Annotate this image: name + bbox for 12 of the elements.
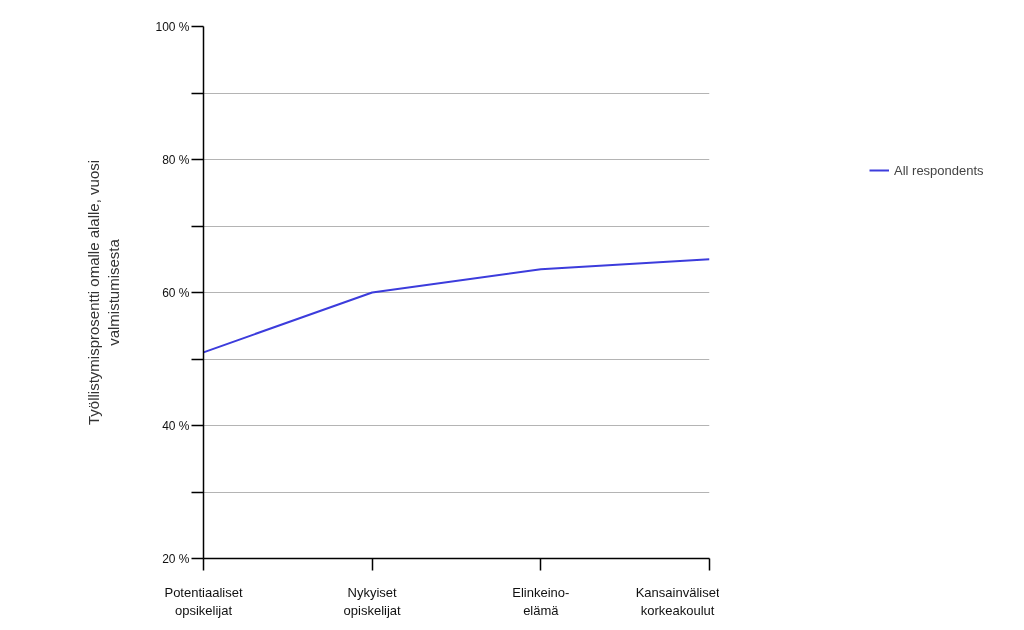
y-tick-label: 40 % — [162, 418, 190, 433]
line-series — [203, 258, 710, 354]
legend-label: All respondents — [894, 162, 984, 178]
y-tick-label: 60 % — [162, 285, 190, 300]
x-tick-label: Kansainväliset korkeakoulut — [635, 584, 720, 618]
x-tick-label: Nykyiset opiskelijat — [343, 584, 402, 618]
y-axis-title: Työllistymisprosentti omalle alalle, vuosi valmistumisesta — [85, 159, 123, 426]
y-tick-label: 20 % — [162, 551, 190, 566]
y-tick-label: 100 % — [155, 19, 190, 34]
x-tick-label: Elinkeino-elämä — [512, 584, 570, 618]
x-tick-label: Potentiaaliset opsikelijat — [164, 584, 243, 618]
y-tick-label: 80 % — [162, 152, 190, 167]
